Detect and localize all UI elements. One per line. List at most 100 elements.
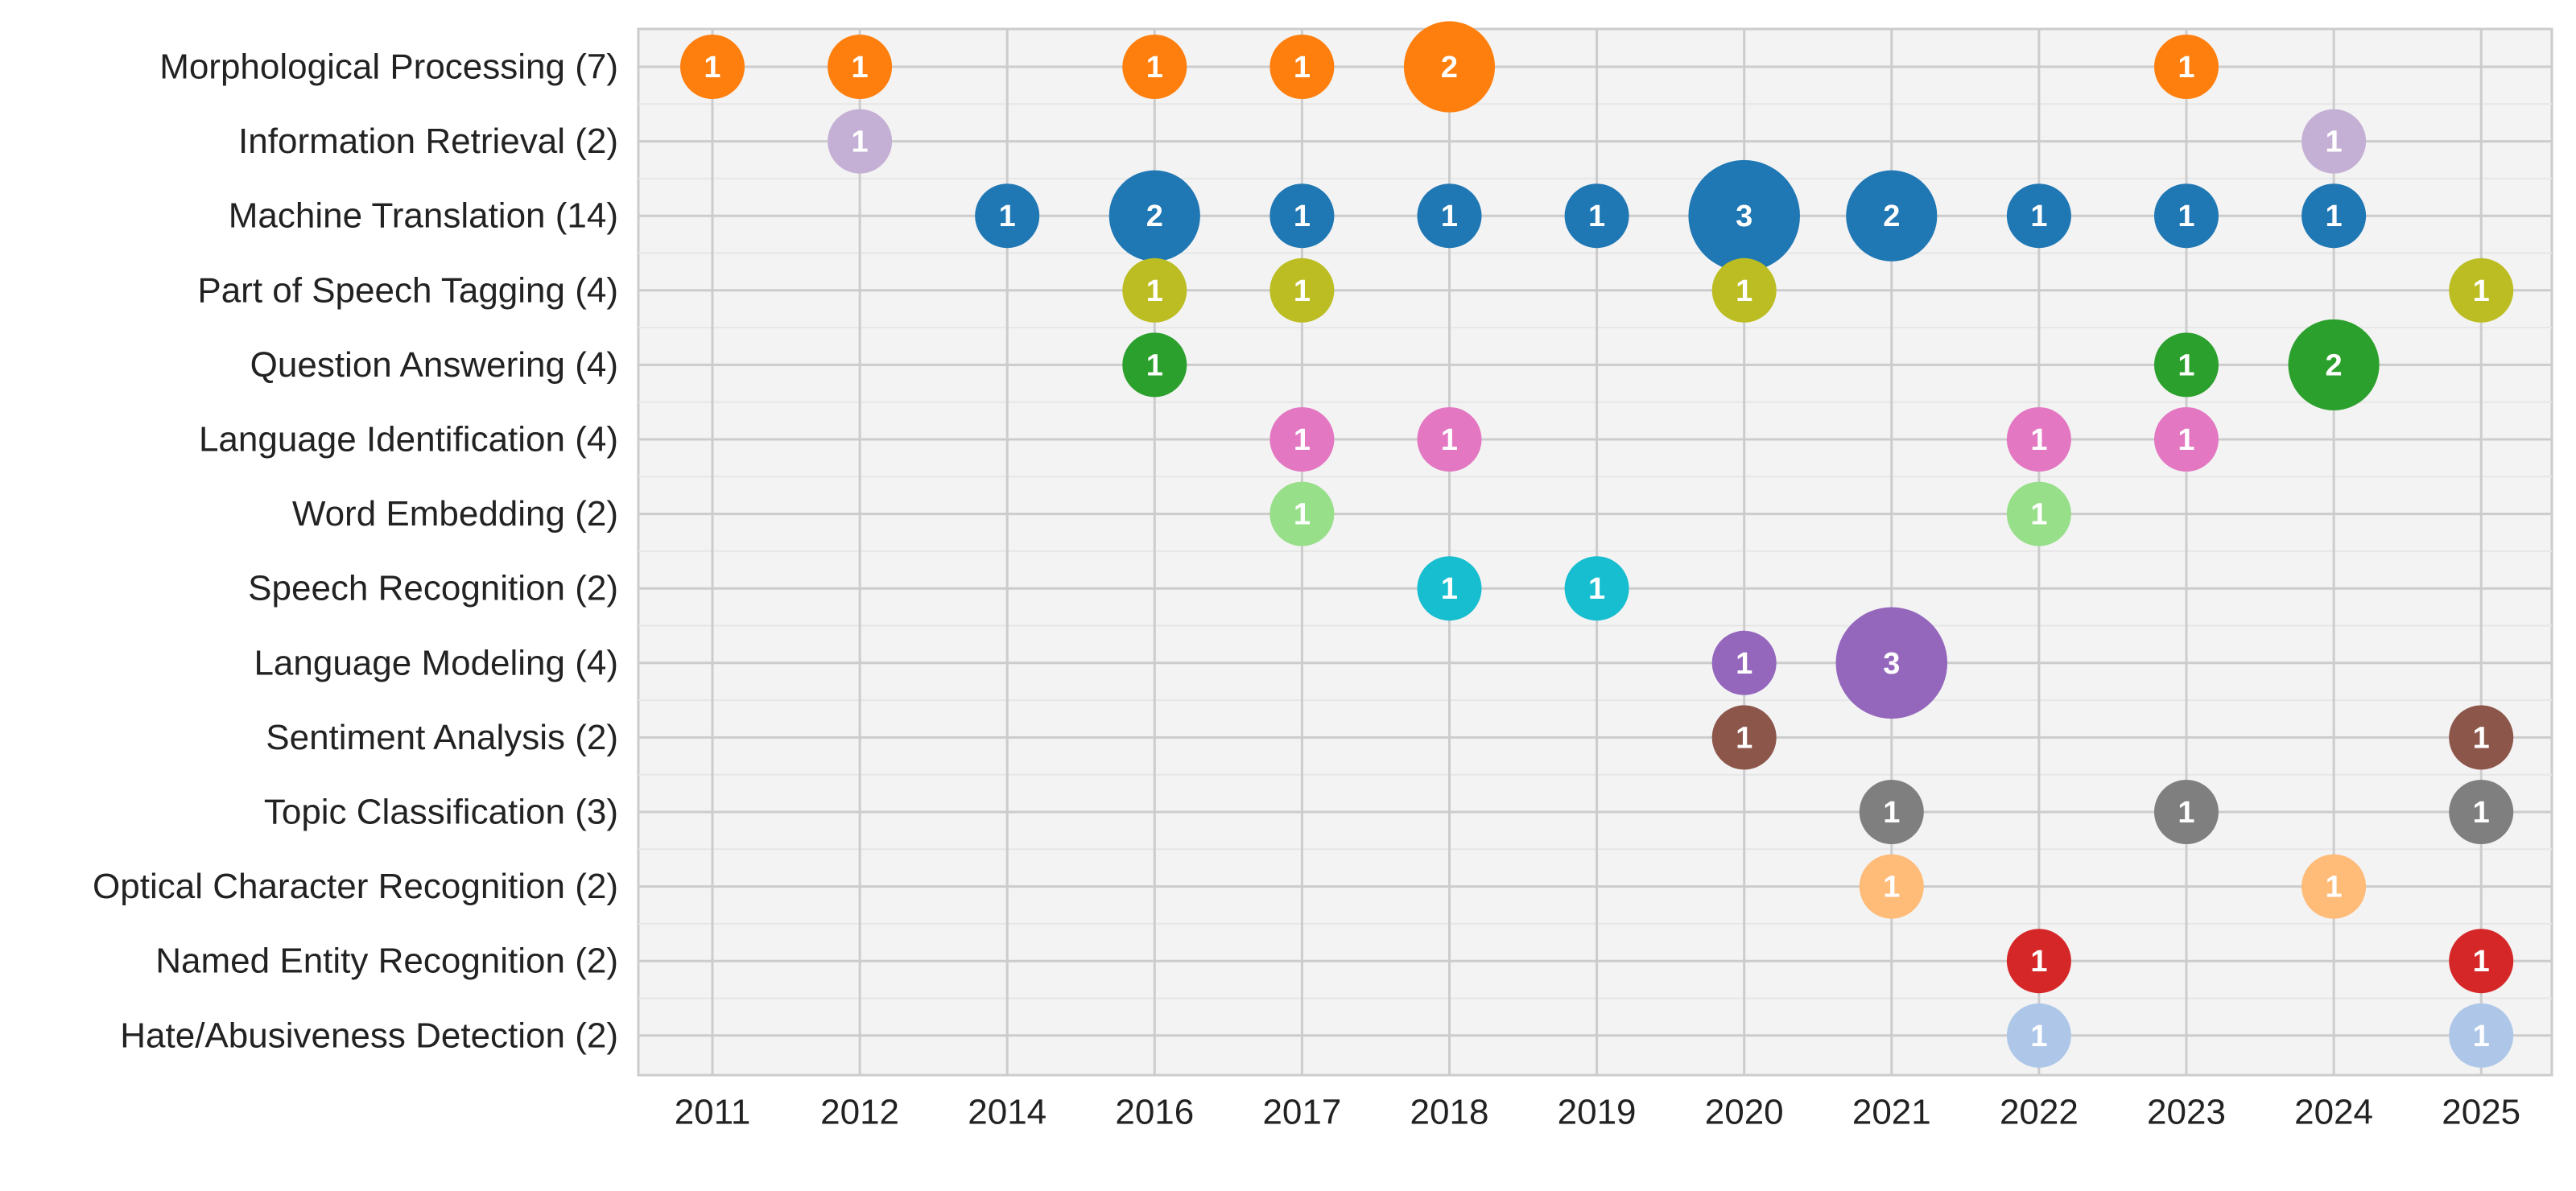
y-tick-label: Morphological Processing (7) (159, 47, 618, 87)
bubble-count-label: 1 (1294, 200, 1311, 233)
bubble-circle (2301, 854, 2367, 919)
bubble: 1 (1417, 407, 1482, 472)
bubble-count-label: 1 (704, 51, 720, 84)
bubble: 1 (2154, 407, 2219, 472)
bubble-count-label: 1 (2178, 796, 2194, 830)
bubble-circle (1417, 407, 1482, 472)
bubble-count-label: 1 (1441, 572, 1458, 606)
y-tick-label: Information Retrieval (2) (238, 122, 618, 161)
bubble: 1 (975, 183, 1040, 249)
bubble-circle (1711, 705, 1777, 770)
bubble-count-label: 1 (2030, 945, 2047, 979)
bubble-count-label: 1 (2030, 498, 2047, 532)
bubble-count-label: 1 (1146, 348, 1163, 382)
bubble-circle (1269, 183, 1335, 249)
bubble: 2 (2288, 319, 2380, 410)
bubble: 1 (2154, 183, 2219, 249)
bubble-count-label: 1 (2473, 945, 2490, 979)
bubble-count-label: 1 (852, 51, 869, 84)
bubble: 1 (2006, 481, 2071, 546)
bubble-circle (2154, 35, 2219, 99)
bubble: 1 (2301, 109, 2367, 174)
x-tick-label: 2021 (1852, 1093, 1931, 1132)
y-tick-label: Topic Classification (3) (264, 793, 618, 832)
x-tick-label: 2022 (2000, 1093, 2079, 1132)
bubble: 2 (1108, 170, 1200, 262)
bubble: 1 (1269, 183, 1335, 249)
bubble-count-label: 1 (2326, 126, 2343, 159)
y-tick-label: Machine Translation (14) (229, 196, 618, 236)
bubble: 1 (1859, 780, 1924, 844)
gridlines (638, 29, 2552, 1075)
x-tick-label: 2014 (968, 1093, 1046, 1132)
y-tick-label: Word Embedding (2) (292, 494, 618, 534)
bubble-circle (1269, 407, 1335, 472)
bubble: 1 (1564, 183, 1629, 249)
x-tick-label: 2011 (675, 1093, 751, 1132)
y-tick-label: Part of Speech Tagging (4) (197, 270, 618, 310)
bubble: 1 (2006, 407, 2071, 472)
bubble: 1 (828, 35, 893, 99)
x-tick-label: 2025 (2442, 1093, 2520, 1132)
bubble-count-label: 1 (2178, 423, 2194, 457)
bubble-circle (975, 183, 1040, 249)
bubble: 1 (1269, 258, 1335, 323)
bubble-circle (2449, 929, 2514, 994)
bubble-count-label: 1 (1294, 498, 1311, 532)
bubble-circle (1269, 258, 1335, 323)
bubble-count-label: 1 (2030, 423, 2047, 457)
bubble: 1 (1711, 258, 1777, 323)
bubble-count-label: 1 (1883, 796, 1900, 830)
bubble-circle (1711, 258, 1777, 323)
bubble-circle (1564, 183, 1629, 249)
bubble-count-label: 1 (2030, 1020, 2047, 1053)
bubble: 1 (2006, 929, 2071, 994)
bubble-circle (2449, 705, 2514, 770)
bubble-circle (1688, 159, 1800, 272)
bubble: 2 (1403, 21, 1496, 113)
bubble-circle (1417, 183, 1482, 249)
x-tick-label: 2024 (2294, 1093, 2373, 1132)
x-tick-label: 2018 (1410, 1093, 1489, 1132)
bubble-circle (828, 109, 893, 174)
bubble-count-label: 2 (1883, 200, 1900, 233)
bubble-circle (1859, 780, 1924, 844)
bubble-count-label: 1 (2178, 51, 2194, 84)
bubble-circle (1122, 258, 1187, 323)
bubble: 2 (1846, 170, 1938, 262)
bubble-circle (1711, 630, 1777, 695)
bubble-circle (2006, 183, 2071, 249)
bubble: 1 (1417, 556, 1482, 621)
bubble-count-label: 2 (2326, 348, 2343, 382)
x-tick-label: 2023 (2147, 1093, 2226, 1132)
y-tick-label: Named Entity Recognition (2) (155, 942, 618, 981)
bubble: 1 (1122, 258, 1187, 323)
bubble-circle (2006, 481, 2071, 546)
bubble-count-label: 2 (1441, 51, 1458, 84)
bubble-circle (1403, 21, 1496, 113)
bubbles: 1 1 1 1 2 1 1 1 1 2 1 1 1 3 2 1 1 1 1 1 1 1 1 1 2 1 1 1 1 1 1 1 1 1 3 1 1 1 1 1… (680, 21, 2514, 1068)
bubble: 1 (2006, 1003, 2071, 1068)
bubble-count-label: 1 (1294, 423, 1311, 457)
bubble-circle (2449, 1003, 2514, 1068)
bubble-circle (2449, 780, 2514, 844)
bubble: 3 (1835, 607, 1948, 719)
bubble: 1 (828, 109, 893, 174)
bubble: 1 (2449, 1003, 2514, 1068)
bubble: 1 (1269, 35, 1335, 99)
bubble-count-label: 3 (1883, 647, 1900, 681)
bubble-circle (2288, 319, 2380, 410)
bubble-circle (680, 35, 745, 99)
bubble-count-label: 1 (2326, 200, 2343, 233)
bubble-circle (2006, 929, 2071, 994)
bubble-count-label: 1 (1294, 274, 1311, 308)
y-tick-label: Language Modeling (4) (254, 643, 618, 682)
bubble-circle (828, 35, 893, 99)
bubble: 1 (2006, 183, 2071, 249)
bubble-count-label: 1 (1441, 423, 1458, 457)
bubble-circle (1564, 556, 1629, 621)
bubble-circle (2301, 109, 2367, 174)
bubble: 3 (1688, 159, 1800, 272)
y-tick-label: Optical Character Recognition (2) (93, 867, 618, 906)
bubble: 1 (1859, 854, 1924, 919)
